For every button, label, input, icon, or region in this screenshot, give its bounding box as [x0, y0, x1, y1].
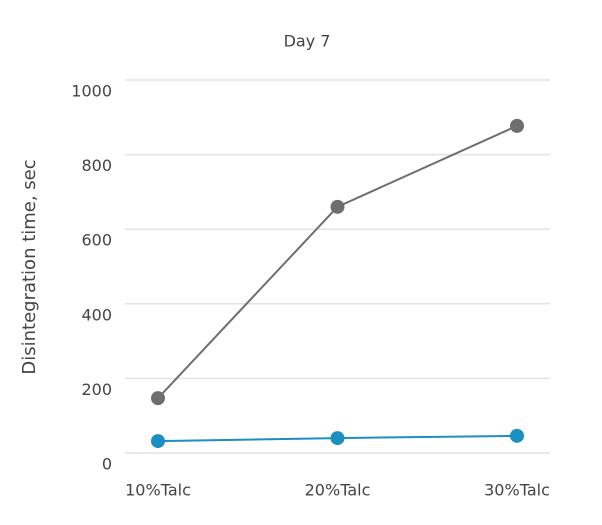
- y-tick-label: 600: [81, 231, 112, 250]
- data-point: [330, 199, 345, 214]
- x-tick-label: 20%Talc: [305, 481, 371, 500]
- x-tick-label: 10%Talc: [125, 481, 191, 500]
- data-point: [510, 428, 524, 443]
- y-tick-label: 1000: [71, 82, 112, 101]
- data-point: [330, 431, 345, 446]
- y-tick-label: 200: [81, 380, 112, 399]
- y-tick-label: 0: [102, 455, 112, 474]
- series-line: [157, 124, 518, 399]
- data-point: [151, 434, 165, 449]
- x-tick-label: 30%Talc: [484, 481, 550, 500]
- chart-title: Day 7: [284, 32, 331, 51]
- data-point: [151, 391, 165, 406]
- y-axis-label: Disintegration time, sec: [19, 159, 40, 374]
- data-point: [510, 118, 524, 133]
- y-tick-label: 400: [81, 305, 112, 324]
- y-tick-label: 800: [81, 156, 112, 175]
